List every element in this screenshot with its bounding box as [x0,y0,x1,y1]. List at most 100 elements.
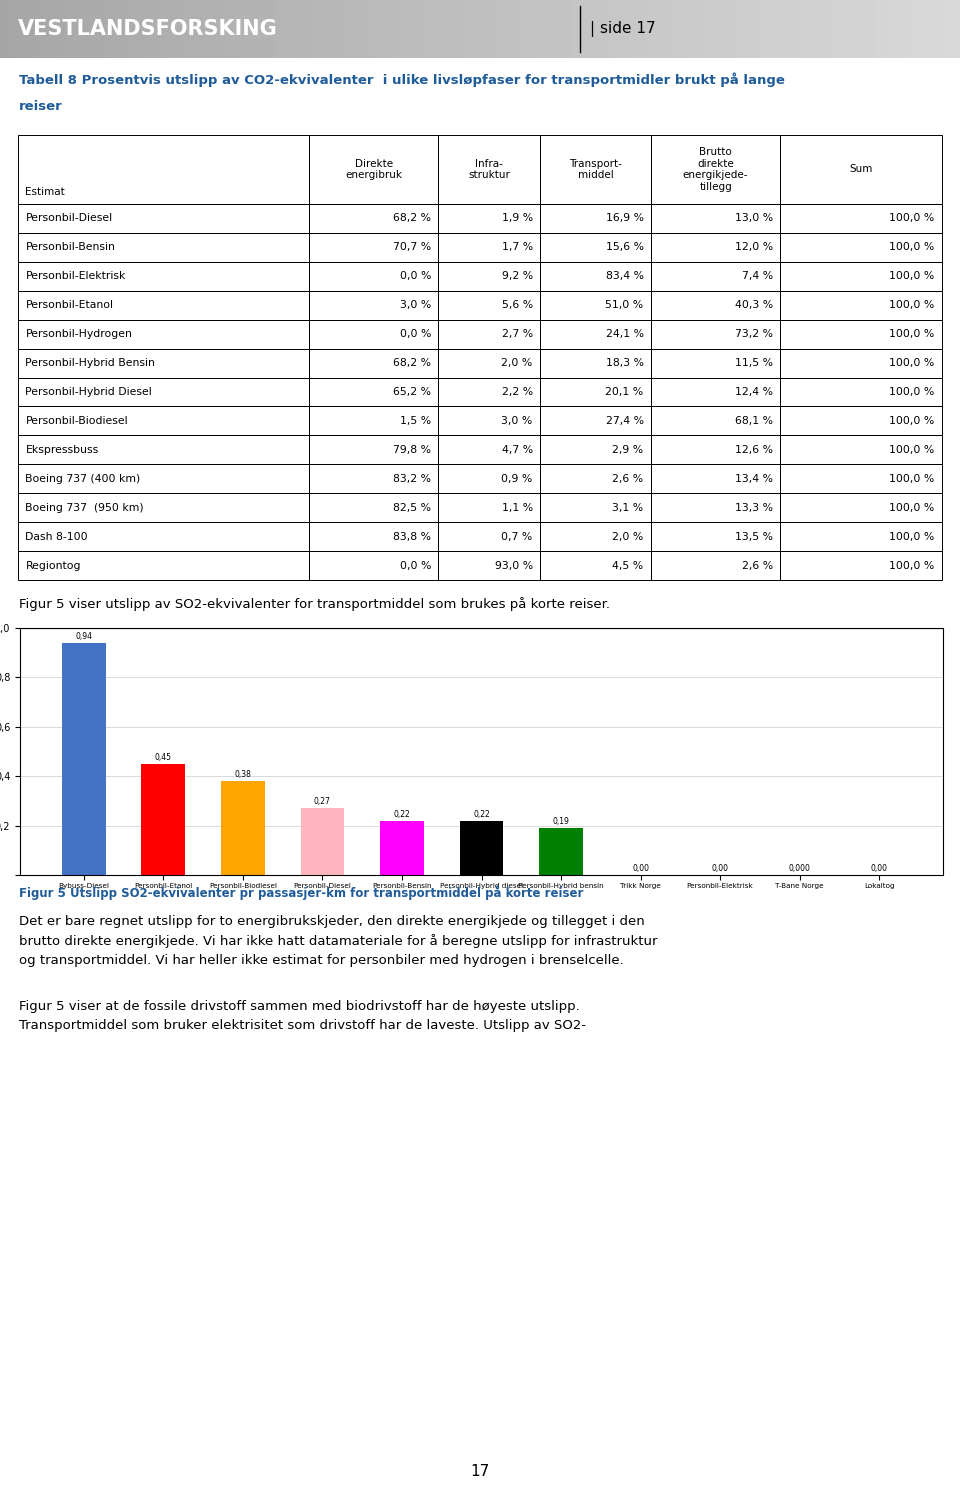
Text: Personbil-Hydrogen: Personbil-Hydrogen [25,330,132,339]
Text: 4,7 %: 4,7 % [501,445,533,455]
Text: 0,00: 0,00 [632,864,649,873]
Text: 51,0 %: 51,0 % [606,300,643,310]
Bar [439,319,540,349]
Bar [439,406,540,436]
Bar [540,406,651,436]
Bar [651,232,780,262]
Bar [439,291,540,319]
Bar [780,135,942,204]
Text: 100,0 %: 100,0 % [889,560,935,571]
Bar [651,291,780,319]
Bar [18,262,309,291]
Bar [780,523,942,551]
Text: 17: 17 [470,1464,490,1480]
Text: 3,0 %: 3,0 % [501,416,533,425]
Bar [651,377,780,406]
Bar [18,464,309,493]
Bar [540,135,651,204]
Bar [18,493,309,523]
Bar [309,377,439,406]
Text: reiser: reiser [19,100,63,114]
Text: 83,8 %: 83,8 % [393,532,431,542]
Bar [780,349,942,377]
Text: 68,2 %: 68,2 % [393,358,431,369]
Bar [380,821,423,875]
Bar [780,551,942,580]
Text: 0,0 %: 0,0 % [399,330,431,339]
Bar [18,523,309,551]
Text: Infra-
struktur: Infra- struktur [468,159,510,180]
Bar [540,232,651,262]
Text: Ekspressbuss: Ekspressbuss [25,445,99,455]
Bar [780,291,942,319]
Bar [439,493,540,523]
Text: 2,0 %: 2,0 % [501,358,533,369]
Bar [780,319,942,349]
Text: 100,0 %: 100,0 % [889,213,935,223]
Bar [651,204,780,232]
Text: 5,6 %: 5,6 % [501,300,533,310]
Bar [651,436,780,464]
Text: 0,0 %: 0,0 % [399,560,431,571]
Bar [540,262,651,291]
Bar [540,828,583,875]
Bar [309,436,439,464]
Text: 70,7 %: 70,7 % [393,243,431,252]
Text: 83,4 %: 83,4 % [606,271,643,282]
Bar [651,464,780,493]
Bar [780,204,942,232]
Text: Personbil-Hybrid Bensin: Personbil-Hybrid Bensin [25,358,156,369]
Text: 11,5 %: 11,5 % [735,358,773,369]
Bar [540,377,651,406]
Text: 24,1 %: 24,1 % [606,330,643,339]
Bar [309,291,439,319]
Bar [309,135,439,204]
Bar [18,232,309,262]
Text: 0,22: 0,22 [394,810,410,819]
Text: 2,6 %: 2,6 % [612,473,643,484]
Text: 100,0 %: 100,0 % [889,358,935,369]
Text: 12,0 %: 12,0 % [734,243,773,252]
Text: 2,6 %: 2,6 % [742,560,773,571]
Text: Figur 5 viser utslipp av SO2-ekvivalenter for transportmiddel som brukes på kort: Figur 5 viser utslipp av SO2-ekvivalente… [19,598,611,611]
Text: 0,00: 0,00 [871,864,888,873]
Text: VESTLANDSFORSKING: VESTLANDSFORSKING [18,19,277,39]
Text: 16,9 %: 16,9 % [606,213,643,223]
Text: Transport-
middel: Transport- middel [569,159,622,180]
Text: Personbil-Elektrisk: Personbil-Elektrisk [25,271,126,282]
Text: Personbil-Bensin: Personbil-Bensin [25,243,115,252]
Text: 100,0 %: 100,0 % [889,532,935,542]
Bar [309,319,439,349]
Text: 13,5 %: 13,5 % [735,532,773,542]
Text: 0,94: 0,94 [75,632,92,641]
Bar [540,464,651,493]
Text: 0,45: 0,45 [155,753,172,762]
Bar [780,377,942,406]
Text: 100,0 %: 100,0 % [889,473,935,484]
Text: 9,2 %: 9,2 % [501,271,533,282]
Bar [309,551,439,580]
Bar [651,406,780,436]
Bar [309,204,439,232]
Text: 2,0 %: 2,0 % [612,532,643,542]
Bar [18,204,309,232]
Text: 15,6 %: 15,6 % [606,243,643,252]
Text: 79,8 %: 79,8 % [393,445,431,455]
Text: | side 17: | side 17 [590,21,656,37]
Bar [439,377,540,406]
Bar [62,643,106,875]
Text: Regiontog: Regiontog [25,560,81,571]
Text: 12,6 %: 12,6 % [735,445,773,455]
Bar [439,523,540,551]
Text: 3,0 %: 3,0 % [399,300,431,310]
Text: 0,0 %: 0,0 % [399,271,431,282]
Bar [18,291,309,319]
Bar [439,135,540,204]
Bar [540,493,651,523]
Bar [309,493,439,523]
Bar [651,493,780,523]
Text: Dash 8-100: Dash 8-100 [25,532,88,542]
Text: 68,1 %: 68,1 % [735,416,773,425]
Text: 100,0 %: 100,0 % [889,503,935,512]
Text: Direkte
energibruk: Direkte energibruk [346,159,402,180]
